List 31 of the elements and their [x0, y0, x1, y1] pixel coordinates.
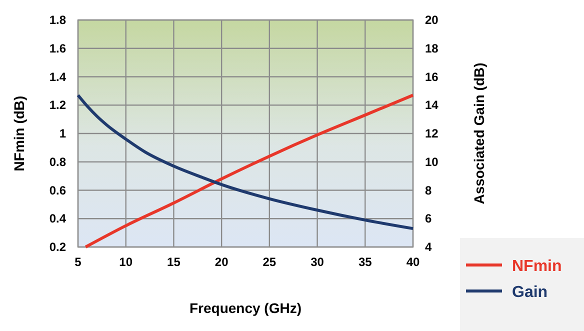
y2-tick-label: 4	[425, 240, 432, 254]
y-tick-label: 1.2	[49, 98, 66, 112]
x-tick-label: 40	[406, 255, 420, 269]
y2-tick-label: 8	[425, 183, 432, 198]
y2-axis-title: Associated Gain (dB)	[471, 62, 487, 204]
y-axis-title: NFmin (dB)	[11, 96, 27, 172]
legend-label: Gain	[512, 284, 548, 301]
y2-tick-label: 12	[425, 126, 439, 140]
x-tick-label: 10	[119, 255, 133, 269]
y2-tick-label: 6	[425, 212, 432, 226]
x-tick-label: 25	[262, 255, 276, 269]
y-tick-label: 1	[59, 126, 66, 140]
y2-tick-label: 18	[425, 41, 439, 56]
x-axis-title: Frequency (GHz)	[189, 300, 302, 316]
x-tick-label: 5	[74, 255, 82, 269]
x-tick-label: 20	[214, 255, 229, 269]
legend-label: NFmin	[512, 258, 562, 275]
x-tick-label: 15	[167, 255, 181, 269]
y2-tick-label: 14	[425, 98, 439, 112]
x-tick-label: 30	[310, 255, 324, 269]
y-tick-label: 0.6	[49, 183, 66, 198]
y2-tick-label: 16	[425, 70, 439, 84]
x-tick-label: 35	[358, 255, 372, 269]
y-tick-label: 0.2	[49, 240, 66, 254]
y2-tick-label: 10	[425, 154, 439, 169]
y2-tick-label: 20	[425, 13, 439, 27]
y-tick-label: 1.8	[49, 13, 66, 27]
y-tick-label: 1.6	[49, 41, 66, 56]
y-tick-label: 0.4	[49, 212, 66, 226]
y-tick-label: 1.4	[49, 70, 66, 84]
y-tick-label: 0.8	[49, 154, 66, 169]
